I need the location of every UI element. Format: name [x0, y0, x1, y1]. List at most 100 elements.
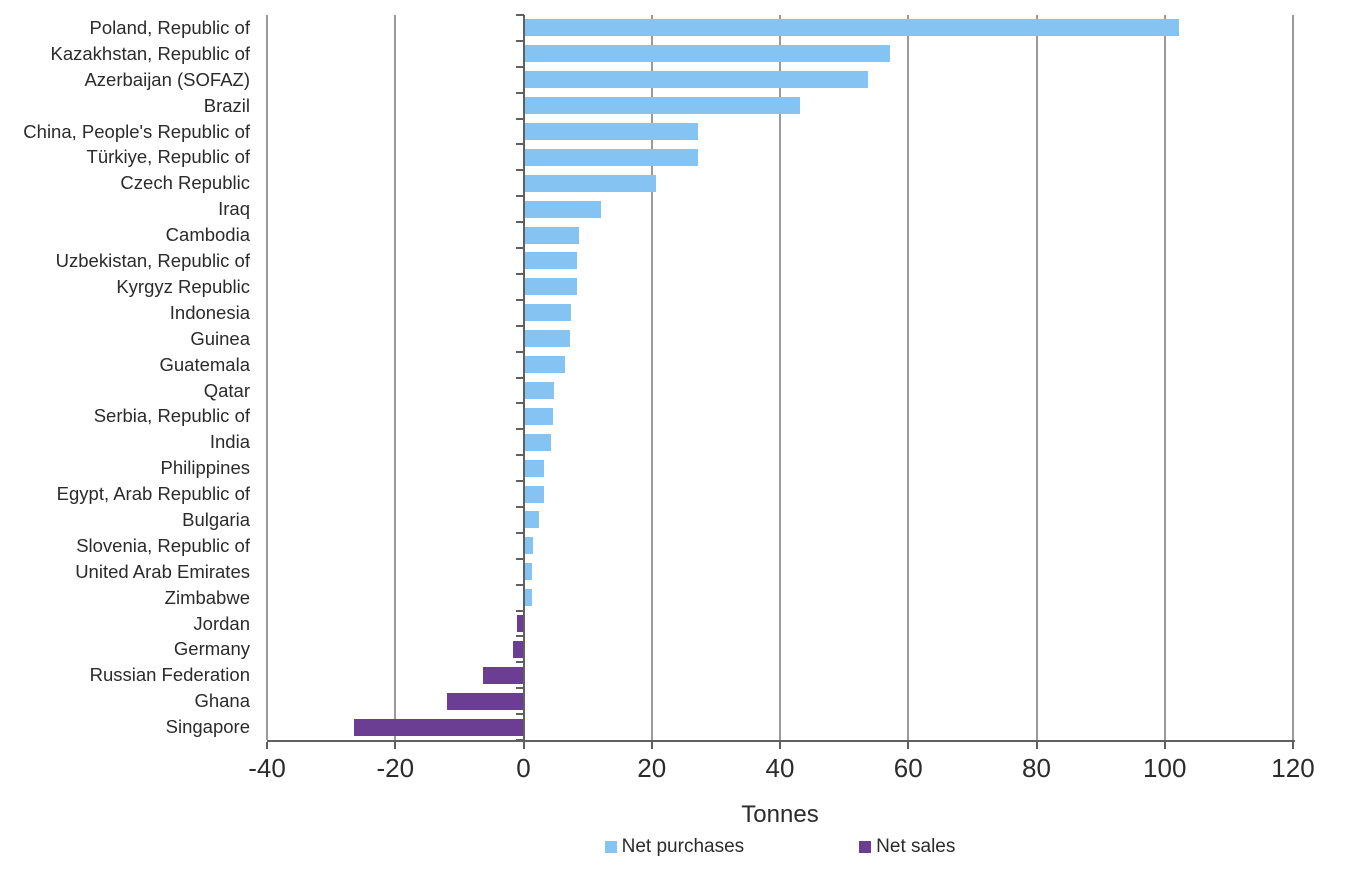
- category-label: China, People's Republic of: [23, 120, 250, 142]
- category-label: Slovenia, Republic of: [76, 534, 250, 556]
- net-purchases-bar-19: [524, 511, 540, 529]
- x-axis-tick-100: [1163, 742, 1166, 749]
- category-label: Guinea: [190, 327, 250, 349]
- category-label: Russian Federation: [89, 664, 250, 686]
- category-label: Zimbabwe: [164, 586, 250, 608]
- category-label: Kyrgyz Republic: [116, 275, 250, 297]
- x-axis-tick-60: [907, 742, 910, 749]
- category-label: Ghana: [194, 690, 250, 712]
- net-purchases-bar-5: [524, 148, 698, 166]
- net-purchases-bar-21: [524, 563, 533, 581]
- category-label: Poland, Republic of: [89, 17, 250, 38]
- net-purchases-bar-20: [524, 537, 534, 555]
- x-axis-tick--40: [266, 742, 268, 749]
- x-tick-label--40: -40: [248, 753, 286, 783]
- net-purchases-bar-22: [524, 589, 533, 607]
- category-tick: [515, 531, 524, 534]
- gridline--40: [266, 15, 268, 740]
- x-axis-title: Tonnes: [741, 801, 819, 828]
- category-label: Cambodia: [165, 224, 250, 246]
- category-tick: [515, 428, 524, 431]
- net-purchases-bar-15: [524, 407, 554, 425]
- category-tick: [515, 505, 524, 508]
- category-tick: [515, 14, 524, 16]
- category-tick: [515, 454, 524, 457]
- category-label: Türkiye, Republic of: [86, 146, 250, 168]
- x-axis-tick-120: [1292, 742, 1294, 749]
- category-tick: [515, 65, 524, 68]
- category-tick: [515, 298, 524, 301]
- category-label: Serbia, Republic of: [93, 405, 250, 427]
- net-purchases-bar-13: [524, 356, 565, 374]
- category-tick: [515, 221, 524, 224]
- category-label: Philippines: [160, 457, 250, 479]
- category-tick: [515, 583, 524, 586]
- x-tick-label-20: 20: [637, 753, 667, 783]
- net-purchases-bar-1: [524, 45, 890, 63]
- net-sales-bar-27: [353, 718, 524, 736]
- category-tick: [515, 39, 524, 42]
- x-axis-line: [267, 740, 1295, 742]
- legend-label: Net purchases: [621, 836, 745, 857]
- x-tick-label-0: 0: [516, 753, 531, 783]
- category-label: Brazil: [203, 94, 250, 116]
- category-tick: [515, 195, 524, 198]
- category-tick: [515, 91, 524, 94]
- x-axis-tick-80: [1035, 742, 1038, 749]
- net-sales-bar-24: [513, 640, 524, 658]
- category-tick: [515, 402, 524, 405]
- net-purchases-bar-0: [524, 19, 1179, 37]
- legend-swatch-icon: [859, 841, 872, 853]
- net-purchases-bar-8: [524, 226, 579, 244]
- legend-item-net-sales: Net sales: [859, 836, 955, 858]
- category-tick: [515, 635, 524, 638]
- category-label: Uzbekistan, Republic of: [55, 250, 250, 272]
- net-purchases-bar-10: [524, 278, 578, 296]
- gridline-40: [779, 15, 781, 740]
- category-label: Guatemala: [159, 353, 251, 375]
- net-purchases-bar-3: [524, 97, 801, 115]
- legend-label: Net sales: [876, 836, 956, 857]
- x-axis-tick-20: [650, 742, 653, 749]
- category-tick: [515, 557, 524, 560]
- category-label: Germany: [173, 638, 250, 660]
- category-tick: [515, 350, 524, 353]
- category-tick: [515, 713, 524, 716]
- category-label: Bulgaria: [182, 508, 250, 530]
- gridline-120: [1292, 15, 1294, 740]
- x-tick-label-120: 120: [1271, 753, 1315, 783]
- gridline-100: [1163, 15, 1166, 740]
- category-tick: [515, 661, 524, 664]
- x-tick-label-40: 40: [765, 753, 795, 783]
- category-label: United Arab Emirates: [75, 560, 250, 582]
- net-purchases-bar-16: [524, 433, 552, 451]
- category-tick: [515, 609, 524, 612]
- net-purchases-bar-6: [524, 174, 656, 192]
- category-label: Singapore: [165, 716, 250, 738]
- category-label: Czech Republic: [120, 172, 250, 194]
- category-tick: [515, 169, 524, 172]
- category-label: Iraq: [218, 198, 250, 220]
- category-label: Qatar: [203, 379, 250, 401]
- legend-swatch-icon: [604, 841, 617, 853]
- category-label: Jordan: [193, 612, 250, 634]
- gridline-60: [907, 15, 910, 740]
- zero-axis-line: [522, 15, 525, 740]
- legend-item-net-purchases: Net purchases: [604, 836, 745, 858]
- category-label: Indonesia: [169, 301, 250, 323]
- net-purchases-bar-2: [524, 71, 868, 89]
- net-sales-bar-26: [446, 692, 524, 710]
- x-axis-tick-0: [522, 742, 525, 749]
- category-tick: [515, 272, 524, 275]
- x-tick-label-80: 80: [1022, 753, 1051, 783]
- category-tick: [515, 324, 524, 327]
- category-tick: [515, 117, 524, 120]
- category-label: Egypt, Arab Republic of: [56, 483, 250, 505]
- net-sales-bar-23: [517, 614, 524, 632]
- legend: Net purchases Net sales: [267, 836, 1293, 858]
- net-purchases-bar-9: [524, 252, 578, 270]
- category-label: Azerbaijan (SOFAZ): [84, 68, 250, 90]
- category-label: India: [209, 431, 250, 453]
- x-tick-label-100: 100: [1143, 753, 1187, 783]
- x-tick-label-60: 60: [893, 753, 923, 783]
